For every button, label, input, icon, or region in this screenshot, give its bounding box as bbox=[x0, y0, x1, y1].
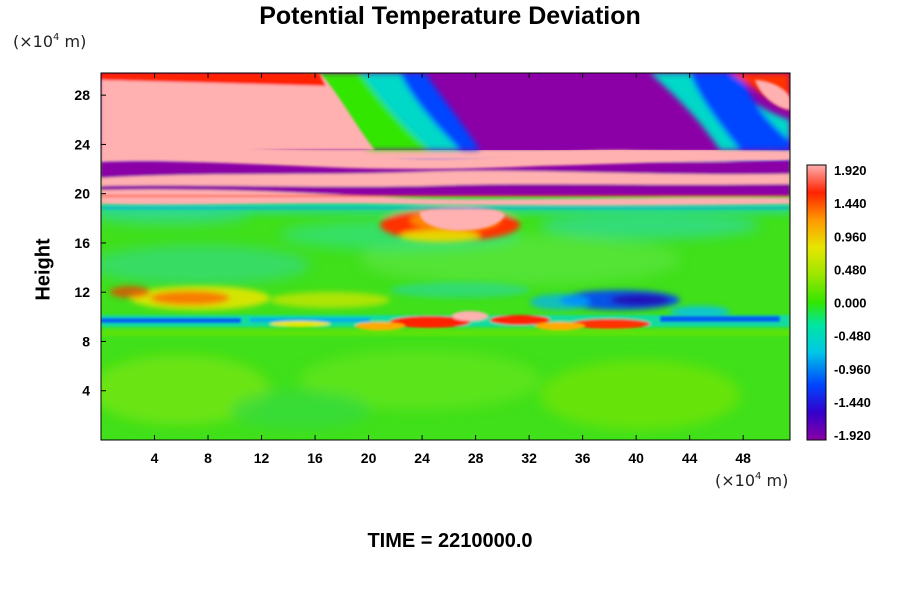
x-tick-label: 4 bbox=[151, 450, 159, 466]
x-tick-label: 28 bbox=[468, 450, 484, 466]
y-unit-prefix: (×10 bbox=[13, 32, 54, 51]
field-shear-layer bbox=[101, 311, 790, 336]
colorbar-ticks: 1.920 1.440 0.960 0.480 0.000 -0.480 -0.960 -1.… bbox=[834, 163, 871, 443]
colorbar-tick-label: -0.960 bbox=[834, 362, 871, 377]
time-label: TIME = 2210000.0 bbox=[367, 530, 533, 552]
x-tick-label: 8 bbox=[204, 450, 212, 466]
y-axis-ticks: 4 8 12 16 20 24 28 bbox=[74, 87, 106, 399]
y-tick-label: 20 bbox=[74, 186, 90, 202]
colorbar-tick-label: 0.480 bbox=[834, 262, 867, 277]
y-tick-label: 8 bbox=[82, 333, 90, 349]
y-axis-unit: (×104 m) bbox=[13, 32, 86, 51]
y-tick-label: 12 bbox=[74, 284, 90, 300]
x-tick-label: 36 bbox=[575, 450, 591, 466]
colorbar-tick-label: -1.440 bbox=[834, 395, 871, 410]
x-unit-exponent: 4 bbox=[755, 471, 762, 482]
x-tick-label: 44 bbox=[682, 450, 698, 466]
x-tick-label: 20 bbox=[361, 450, 377, 466]
chart-title: Potential Temperature Deviation bbox=[259, 2, 641, 30]
plot-frame bbox=[100, 72, 791, 441]
colorbar bbox=[806, 164, 827, 441]
x-tick-label: 48 bbox=[735, 450, 751, 466]
colorbar-tick-label: 1.440 bbox=[834, 196, 867, 211]
x-unit-prefix: (×10 bbox=[715, 471, 756, 490]
x-tick-label: 40 bbox=[628, 450, 644, 466]
y-unit-exponent: 4 bbox=[53, 32, 60, 43]
heatmap-field bbox=[101, 73, 790, 440]
colorbar-tick-label: -0.480 bbox=[834, 329, 871, 344]
y-tick-label: 16 bbox=[74, 235, 90, 251]
x-unit-suffix: m) bbox=[761, 471, 789, 490]
field-mid-anomalies bbox=[110, 282, 730, 318]
y-tick-label: 4 bbox=[82, 383, 90, 399]
colorbar-tick-label: 0.000 bbox=[834, 296, 867, 311]
x-tick-label: 24 bbox=[414, 450, 430, 466]
x-tick-label: 32 bbox=[521, 450, 537, 466]
y-unit-suffix: m) bbox=[59, 32, 87, 51]
colorbar-tick-label: 0.960 bbox=[834, 229, 867, 244]
x-tick-label: 12 bbox=[254, 450, 270, 466]
x-axis-unit: (×104 m) bbox=[715, 471, 788, 490]
y-tick-label: 28 bbox=[74, 87, 90, 103]
colorbar-tick-label: 1.920 bbox=[834, 163, 867, 178]
y-tick-label: 24 bbox=[74, 136, 90, 152]
x-tick-label: 16 bbox=[307, 450, 323, 466]
x-axis-ticks: 4 8 12 16 20 24 28 32 36 40 44 48 bbox=[151, 73, 751, 466]
colorbar-tick-label: -1.920 bbox=[834, 428, 871, 443]
field-warm-bubble bbox=[419, 207, 505, 231]
field-top-region bbox=[101, 73, 790, 169]
